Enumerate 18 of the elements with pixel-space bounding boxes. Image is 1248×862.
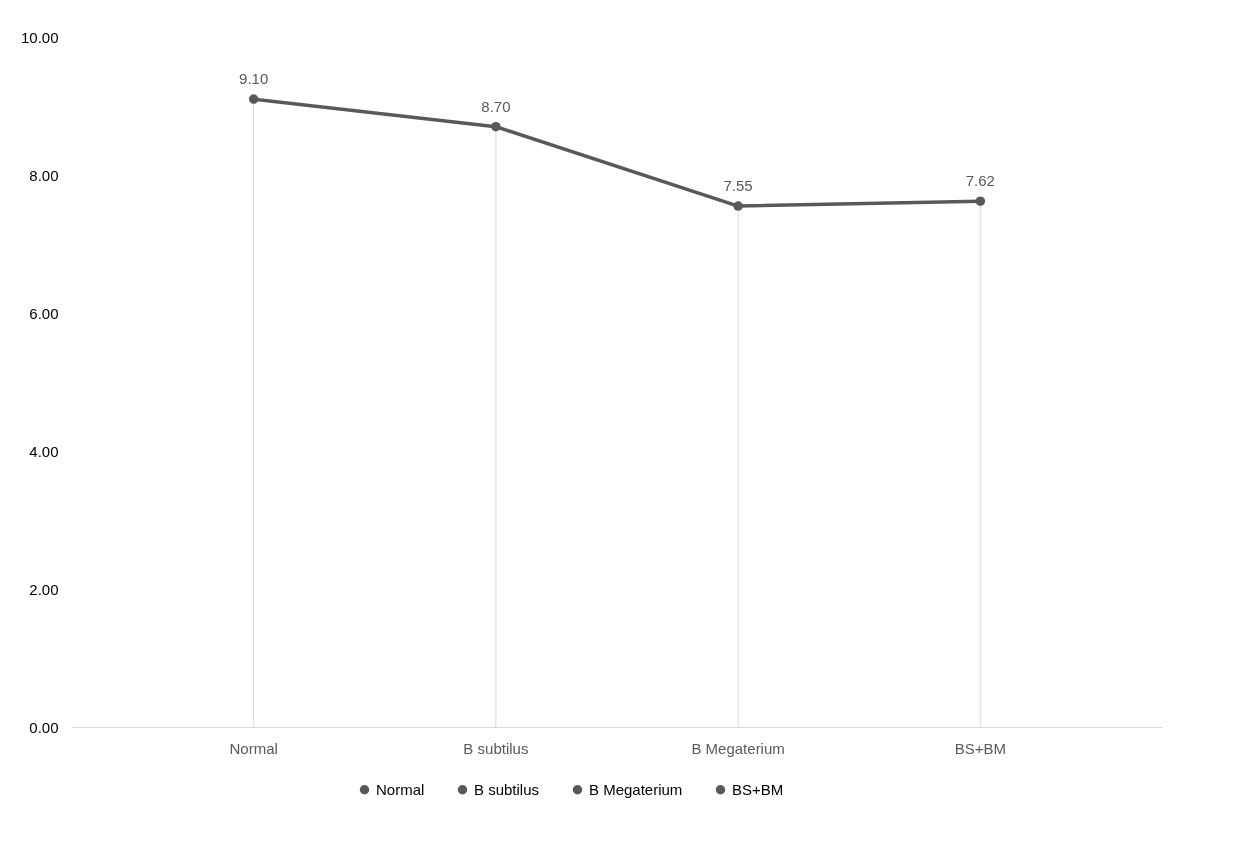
x-tick-label: B subtilus	[463, 739, 529, 757]
x-tick-label: Normal	[229, 739, 278, 757]
x-tick-label: BS+BM	[954, 739, 1006, 757]
y-tick-label: 0.00	[29, 718, 59, 736]
data-label: 7.55	[723, 177, 753, 195]
y-tick-label: 2.00	[29, 580, 59, 598]
y-tick-label: 8.00	[29, 166, 59, 184]
legend-label: B subtilus	[474, 780, 540, 798]
legend-label: Normal	[376, 780, 425, 798]
legend-label: B Megaterium	[589, 780, 683, 798]
y-tick-label: 10.00	[20, 28, 59, 46]
data-label: 8.70	[481, 97, 511, 115]
x-tick-label: B Megaterium	[691, 739, 785, 757]
data-label: 9.10	[239, 70, 269, 88]
legend-label: BS+BM	[732, 780, 784, 798]
y-tick-label: 4.00	[29, 442, 59, 460]
y-tick-label: 6.00	[29, 304, 59, 322]
data-label: 7.62	[965, 172, 995, 190]
